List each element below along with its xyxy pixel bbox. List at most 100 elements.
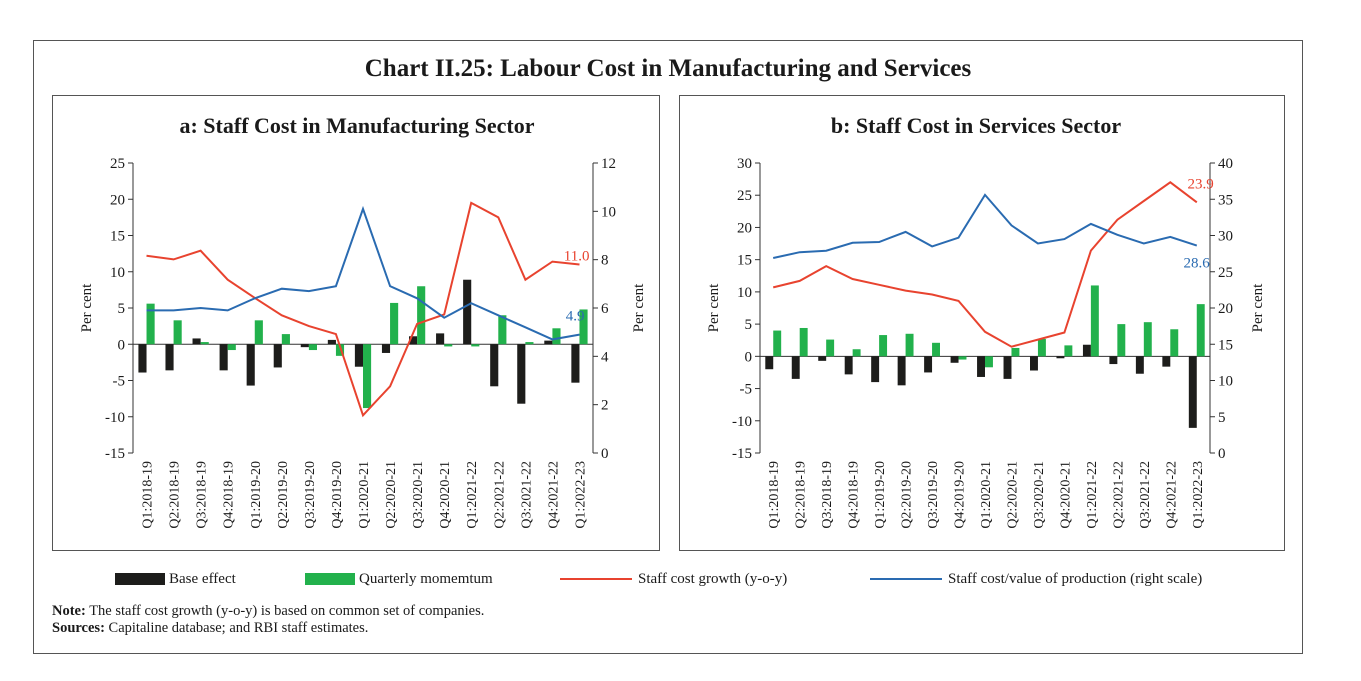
panel-title: a: Staff Cost in Manufacturing Sector [179, 113, 534, 138]
right-axis-label: Per cent [1250, 283, 1266, 333]
end-label-ratio: 28.6 [1184, 256, 1211, 272]
right-tick-label: 20 [1218, 301, 1233, 317]
left-tick-label: -10 [105, 410, 125, 426]
bar-base-effect [1109, 356, 1118, 365]
bar-base-effect [871, 356, 880, 383]
bar-base-effect [192, 338, 201, 345]
bar-base-effect [436, 333, 445, 345]
bar-base-effect [791, 356, 800, 379]
bar-quarterly-momentum [958, 356, 967, 360]
x-tick-label: Q4:2020-21 [1058, 461, 1073, 529]
panel-services: b: Staff Cost in Services Sector 30 25 20 15… [679, 95, 1285, 551]
legend-label-quarterly-momentum: Quarterly momemtum [359, 570, 493, 587]
right-tick-label: 30 [1218, 229, 1233, 245]
left-tick-label: 10 [737, 285, 752, 301]
x-tick-label: Q3:2021-22 [519, 461, 534, 529]
legend-label-base-effect: Base effect [169, 570, 236, 587]
bar-base-effect [517, 344, 526, 404]
x-tick-label: Q1:2022-23 [1191, 461, 1206, 529]
x-tick-label: Q3:2019-20 [926, 461, 941, 529]
bar-base-effect [897, 356, 906, 386]
left-tick-label: 15 [110, 229, 125, 245]
left-tick-label: 0 [118, 337, 126, 353]
legend-item-quarterly-momentum: Quarterly momemtum [305, 568, 493, 590]
right-axis-label: Per cent [631, 283, 647, 333]
left-tick-label: -15 [105, 446, 125, 462]
bar-quarterly-momentum [390, 302, 399, 345]
x-tick-label: Q3:2021-22 [1138, 461, 1153, 529]
x-tick-label: Q1:2019-20 [873, 461, 888, 529]
bar-quarterly-momentum [335, 344, 345, 356]
x-tick-label: Q1:2020-21 [357, 461, 372, 529]
left-tick-label: -10 [732, 414, 752, 430]
bar-quarterly-momentum [498, 315, 507, 345]
sources-line: Sources: Capitaline database; and RBI st… [52, 620, 484, 637]
bar-quarterly-momentum [1037, 338, 1046, 357]
bar-quarterly-momentum [799, 327, 808, 357]
left-tick-label: 20 [737, 220, 752, 236]
left-tick-label: 25 [737, 188, 752, 204]
left-tick-label: 20 [110, 192, 125, 208]
sources-label: Sources: [52, 620, 105, 636]
bar-base-effect [765, 356, 774, 370]
right-tick-label: 8 [601, 253, 609, 269]
bar-quarterly-momentum [579, 309, 588, 345]
right-tick-label: 15 [1218, 337, 1233, 353]
left-tick-label: 10 [110, 265, 125, 281]
legend: Base effect Quarterly momemtum Staff cos… [110, 568, 1260, 590]
left-axis-label: Per cent [706, 283, 722, 333]
left-tick-label: 5 [745, 317, 753, 333]
bar-quarterly-momentum [985, 356, 993, 368]
note-line: Note: The staff cost growth (y-o-y) is b… [52, 603, 484, 620]
sources-text: Capitaline database; and RBI staff estim… [108, 620, 369, 636]
left-tick-label: -5 [113, 374, 126, 390]
x-tick-label: Q2:2019-20 [276, 461, 291, 529]
bar-base-effect [844, 356, 853, 375]
bar-base-effect [818, 356, 827, 361]
bar-quarterly-momentum [905, 333, 914, 357]
x-tick-label: Q3:2020-21 [1032, 461, 1047, 529]
bar-base-effect [490, 344, 499, 387]
bar-base-effect [1162, 356, 1171, 367]
bar-base-effect [544, 340, 553, 345]
x-tick-label: Q2:2019-20 [900, 461, 915, 529]
bar-base-effect [950, 356, 959, 363]
bar-base-effect [1056, 356, 1065, 359]
x-tick-label: Q1:2021-22 [1085, 461, 1100, 529]
right-tick-label: 5 [1218, 410, 1226, 426]
end-label-growth: 11.0 [564, 249, 590, 265]
legend-swatch-base-effect [115, 573, 165, 585]
x-tick-label: Q1:2020-21 [979, 461, 994, 529]
legend-swatch-staff-cost-growth [560, 578, 632, 580]
x-tick-label: Q4:2019-20 [953, 461, 968, 529]
main-title: Chart II.25: Labour Cost in Manufacturin… [364, 55, 972, 82]
right-tick-label: 25 [1218, 265, 1233, 281]
bar-quarterly-momentum [932, 342, 940, 357]
right-tick-label: 4 [601, 349, 609, 365]
bar-base-effect [463, 279, 472, 345]
bar-quarterly-momentum [444, 344, 453, 347]
x-tick-label: Q1:2019-20 [249, 461, 264, 529]
right-tick-label: 10 [601, 204, 616, 220]
right-tick-label: 0 [1218, 446, 1226, 462]
bar-base-effect [381, 344, 391, 353]
bar-quarterly-momentum [552, 328, 561, 345]
services-chart: b: Staff Cost in Services Sector 30 25 20 15… [706, 113, 1266, 529]
bar-quarterly-momentum [417, 286, 426, 345]
x-tick-label: Q1:2018-19 [767, 461, 782, 529]
bar-base-effect [138, 344, 147, 373]
bar-quarterly-momentum [254, 320, 263, 345]
bar-quarterly-momentum [1117, 324, 1126, 357]
left-tick-label: -15 [732, 446, 752, 462]
bar-quarterly-momentum [852, 349, 861, 357]
bar-quarterly-momentum [308, 344, 317, 351]
line-staff-cost-growth [772, 181, 1198, 348]
x-tick-label: Q1:2022-23 [573, 461, 588, 529]
x-tick-label: Q2:2020-21 [384, 461, 399, 529]
line-staff-cost-growth [146, 201, 580, 418]
notes: Note: The staff cost growth (y-o-y) is b… [52, 603, 484, 637]
x-tick-label: Q2:2021-22 [492, 461, 507, 529]
left-tick-label: 25 [110, 156, 125, 172]
bar-base-effect [1135, 356, 1144, 374]
bar-quarterly-momentum [200, 342, 209, 345]
